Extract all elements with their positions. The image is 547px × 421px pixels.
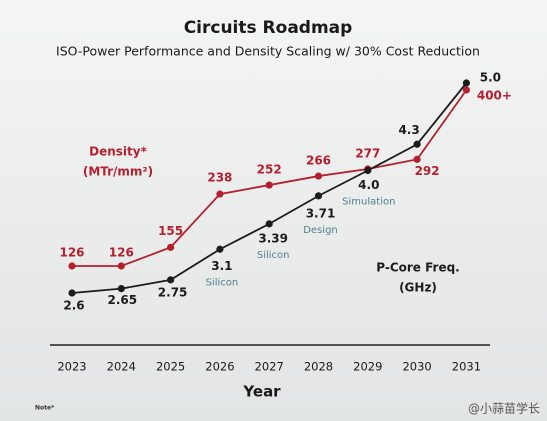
legend-label: P-Core Freq. (376, 261, 459, 275)
x-tick-label: 2024 (107, 360, 136, 374)
data-label: 5.0 (480, 71, 501, 85)
data-label: 2.65 (107, 293, 137, 307)
data-point (462, 79, 470, 87)
annotation: Silicon (206, 277, 239, 288)
x-tick-label: 2027 (255, 360, 284, 374)
x-tick-label: 2029 (353, 360, 382, 374)
data-point (265, 220, 273, 228)
data-point (462, 86, 470, 94)
data-label: 3.1 (211, 259, 232, 273)
data-label: 3.71 (306, 206, 336, 220)
data-point (68, 262, 76, 270)
x-tick-label: 2026 (205, 360, 234, 374)
data-point (413, 140, 421, 148)
watermark: @小蒜苗学长 (468, 401, 540, 416)
data-label: 4.0 (358, 178, 379, 192)
legend-units: (MTr/mm²) (83, 165, 153, 179)
legend-units: (GHz) (399, 281, 437, 295)
data-point (216, 190, 224, 198)
data-label: 126 (59, 246, 84, 260)
data-point (265, 181, 273, 189)
data-point (314, 192, 323, 200)
data-label: 3.39 (258, 231, 288, 245)
x-axis-title: Year (242, 383, 281, 401)
data-point (167, 276, 175, 284)
data-label: 400+ (477, 89, 512, 103)
legend-label: Density* (89, 145, 147, 159)
data-label: 155 (158, 224, 183, 238)
note: Note* (35, 405, 55, 412)
x-tick-label: 2025 (156, 360, 185, 374)
data-label: 4.3 (398, 123, 419, 137)
x-tick-label: 2028 (304, 360, 333, 374)
data-label: 292 (415, 164, 440, 178)
data-point (216, 245, 224, 253)
x-tick-label: 2023 (57, 360, 86, 374)
data-label: 277 (355, 147, 380, 161)
data-label: 252 (257, 163, 282, 177)
annotation: Design (303, 225, 338, 236)
data-point (314, 172, 323, 180)
annotation: Silicon (257, 250, 290, 261)
data-point (364, 166, 372, 175)
data-label: 126 (109, 246, 134, 260)
chart-subtitle: ISO-Power Performance and Density Scalin… (56, 44, 480, 59)
data-label: 2.75 (158, 285, 188, 299)
data-label: 2.6 (63, 299, 84, 313)
data-label: 266 (306, 154, 331, 168)
data-point (117, 285, 125, 293)
annotation: Simulation (342, 197, 395, 208)
data-point (167, 243, 175, 251)
data-point (68, 289, 76, 297)
data-point (413, 155, 421, 163)
data-label: 238 (207, 171, 232, 185)
data-point (117, 262, 125, 270)
x-tick-label: 2031 (452, 360, 481, 374)
x-tick-label: 2030 (402, 360, 431, 374)
chart-title: Circuits Roadmap (184, 18, 353, 38)
